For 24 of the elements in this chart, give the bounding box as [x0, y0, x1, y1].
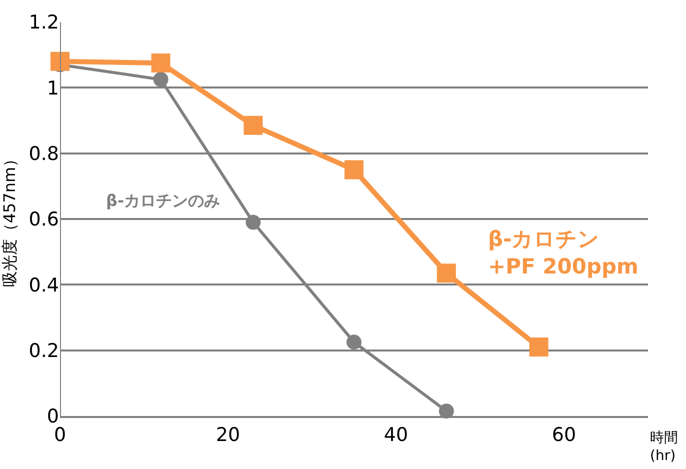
series-label: β-カロチン +PF 200ppm [488, 227, 638, 278]
point [438, 404, 454, 419]
point [529, 338, 548, 357]
point [436, 264, 456, 283]
point [50, 52, 70, 71]
point [151, 54, 170, 73]
y-tick-label: 0.6 [28, 208, 59, 231]
point [244, 116, 263, 135]
x-tick-label: 40 [384, 424, 408, 446]
y-tick-label: 0.2 [28, 340, 59, 362]
series-label: β-カロチンのみ [106, 191, 220, 210]
point [344, 160, 364, 180]
x-tick-label: 60 [552, 424, 576, 446]
point [346, 334, 362, 350]
point [153, 72, 168, 87]
y-tick-label: 1.2 [28, 12, 59, 34]
y-tick-label: 1 [46, 77, 59, 100]
x-axis-title: 時間 (hr) [650, 430, 678, 464]
x-tick-label: 20 [216, 424, 240, 446]
y-axis-title: 吸光度（457nm） [0, 150, 19, 288]
y-tick-label: 0 [46, 406, 59, 428]
y-tick-label: 0.4 [28, 274, 59, 296]
y-tick-label: 0.8 [28, 142, 59, 165]
point [246, 214, 261, 230]
